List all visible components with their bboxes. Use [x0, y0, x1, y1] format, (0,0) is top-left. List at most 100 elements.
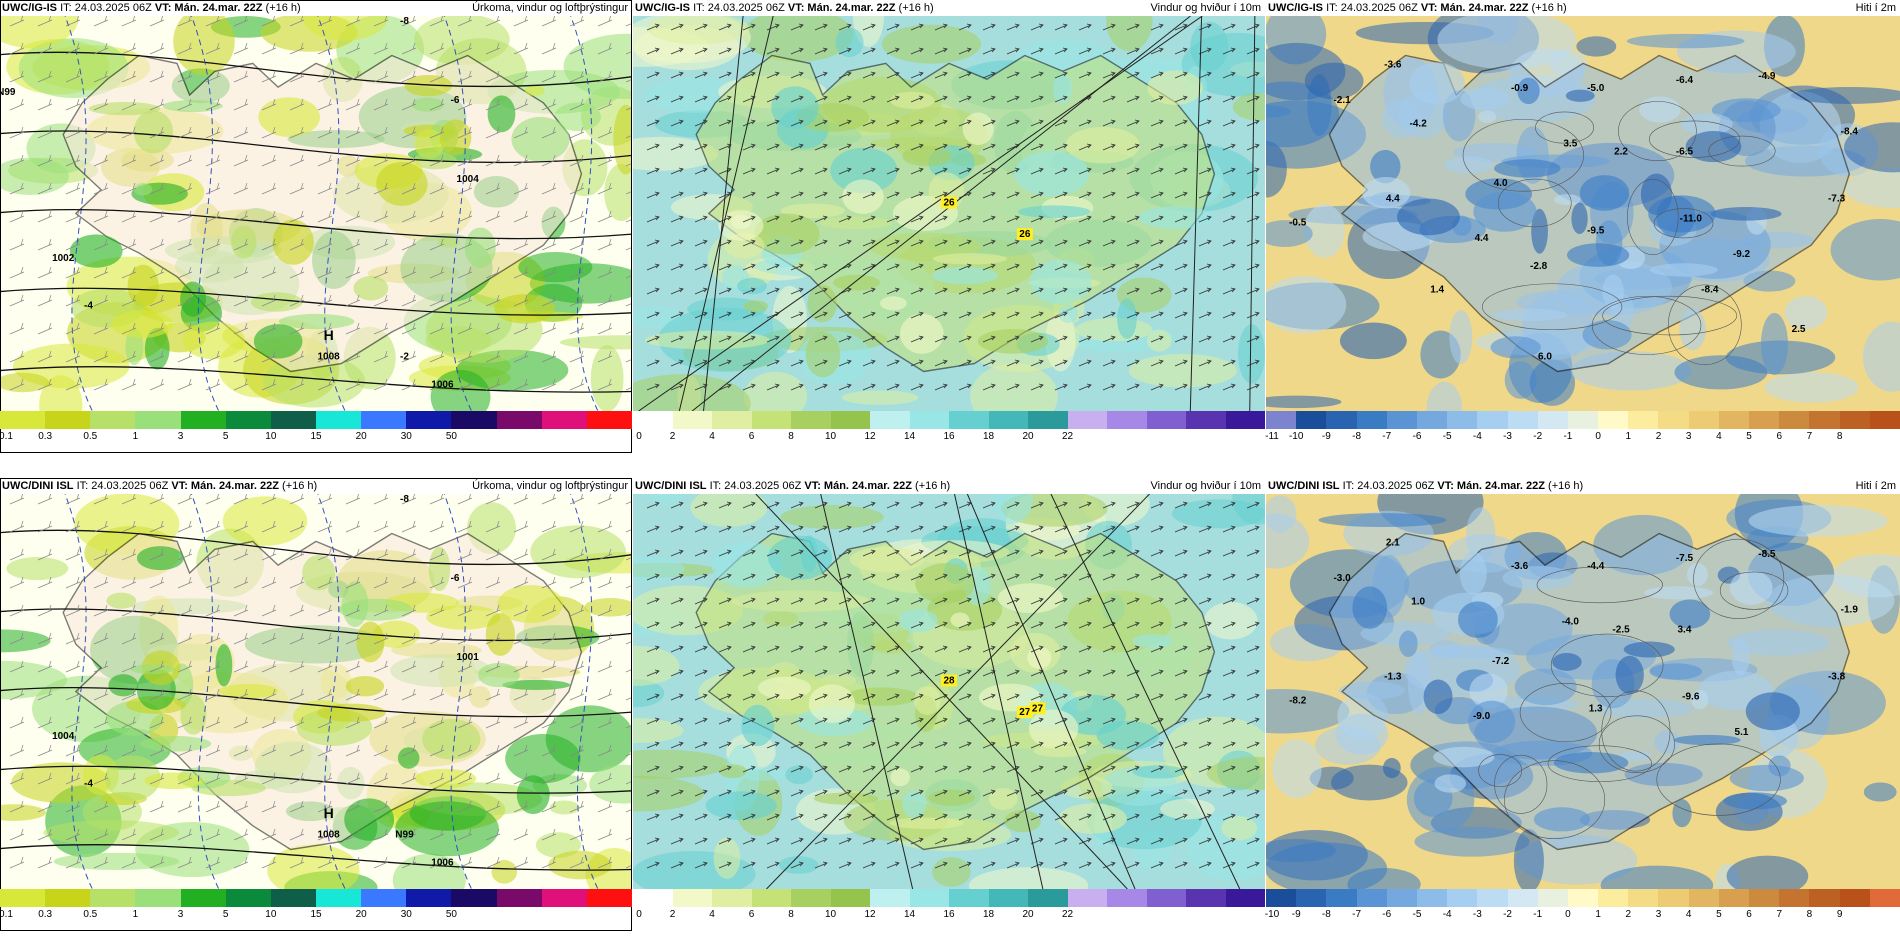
colorbar-tick-label: 1 — [1625, 431, 1632, 442]
colorbar-tick-label: -5 — [1412, 909, 1422, 920]
colorbar-tick-label: 0 — [1565, 909, 1571, 920]
colorbar-tick-label: 5 — [1716, 909, 1722, 920]
colorbar-tick-label: 18 — [982, 909, 995, 920]
colorbar-swatch — [1477, 411, 1508, 429]
run-info: UWC/DINI ISL IT: 24.03.2025 06Z VT: Mán.… — [1268, 478, 1583, 494]
colorbar-swatch — [1507, 411, 1538, 429]
colorbar-swatch — [1537, 889, 1568, 907]
colorbar-swatch — [451, 411, 497, 429]
model-name: UWC/IG-IS — [2, 2, 57, 14]
colorbar-tick-label: -8 — [1321, 909, 1331, 920]
colorbar-swatch — [1718, 889, 1749, 907]
colorbar-swatch — [1688, 889, 1719, 907]
temperature-label: 1.3 — [1589, 703, 1603, 714]
colorbar-tick-label: 4 — [709, 431, 715, 442]
colorbar — [0, 411, 632, 429]
colorbar-swatch — [1028, 889, 1068, 907]
colorbar-tick-label: 7 — [1776, 909, 1783, 920]
isobar-label: -8 — [400, 494, 409, 505]
colorbar-swatch — [180, 411, 226, 429]
panel-header: UWC/DINI ISL IT: 24.03.2025 06Z VT: Mán.… — [0, 478, 632, 494]
lead-time: (+16 h) — [898, 2, 934, 14]
colorbar-ticks: 0 2 4 6 8 10 12 14 16 18 20 22 — [633, 431, 1265, 443]
colorbar-swatch — [870, 889, 910, 907]
colorbar-tick-label: -2 — [1503, 909, 1512, 920]
colorbar-swatch — [451, 889, 497, 907]
colorbar — [1266, 889, 1900, 907]
panel-title: Hiti í 2m — [1855, 2, 1896, 14]
colorbar-swatch — [586, 411, 632, 429]
colorbar-tick-label: -11 — [1265, 431, 1279, 442]
temperature-label: 4.4 — [1386, 194, 1400, 205]
colorbar-swatch — [1356, 889, 1387, 907]
colorbar-swatch — [496, 889, 542, 907]
colorbar-swatch — [1186, 889, 1226, 907]
colorbar-tick-label: -2 — [1533, 431, 1543, 442]
colorbar-swatch — [1067, 411, 1107, 429]
colorbar-swatch — [1567, 889, 1599, 907]
colorbar-tick-label: 10 — [265, 431, 277, 442]
colorbar — [633, 411, 1265, 429]
colorbar-tick-label: 0.1 — [0, 909, 13, 920]
temperature-label: -0.9 — [1511, 83, 1529, 94]
colorbar-swatch — [1839, 411, 1870, 429]
temperature-label: 2.2 — [1614, 146, 1628, 157]
temperature-label: -7.5 — [1676, 553, 1694, 564]
init-time: IT: 24.03.2025 06Z — [76, 480, 169, 492]
colorbar-tick-label: 20 — [355, 909, 367, 920]
colorbar-tick-label: 6 — [1746, 909, 1752, 920]
colorbar-tick-label: 0.5 — [83, 431, 98, 442]
temperature-label: -3.8 — [1828, 672, 1846, 683]
colorbar-swatch — [1447, 889, 1478, 907]
colorbar-tick-label: 18 — [982, 431, 995, 442]
colorbar — [633, 889, 1265, 907]
colorbar-tick-label: 20 — [1022, 909, 1034, 920]
colorbar-swatch — [1266, 889, 1297, 907]
temperature-label: 1.0 — [1411, 597, 1425, 608]
colorbar-tick-label: 14 — [903, 909, 916, 920]
colorbar-tick-label: -4 — [1442, 909, 1452, 920]
colorbar-swatch — [1749, 889, 1780, 907]
colorbar-tick-label: -10 — [1264, 909, 1280, 920]
colorbar-tick-label: -9 — [1291, 909, 1301, 920]
isobar-label: H — [324, 327, 334, 343]
run-info: UWC/IG-IS IT: 24.03.2025 06Z VT: Mán. 24… — [1268, 0, 1567, 16]
colorbar-swatch — [406, 411, 452, 429]
precip-map: H 1008 1001 1004 1006 -8 -6 -4 N99 — [0, 494, 632, 889]
colorbar-swatch — [270, 889, 316, 907]
isobar-label: 1008 — [318, 352, 341, 363]
colorbar-tick-label: 0.3 — [38, 909, 53, 920]
isobar-label: -6 — [451, 573, 460, 584]
colorbar-ticks: 0.1 0.3 0.5 1 3 5 10 15 20 30 50 — [0, 909, 632, 921]
temperature-label: -3.0 — [1333, 573, 1351, 584]
valid-time: VT: Mán. 24.mar. 22Z — [1437, 480, 1545, 492]
isobar-label: 1001 — [457, 652, 480, 663]
colorbar-tick-label: 1 — [132, 431, 139, 442]
temperature-label: -1.3 — [1384, 672, 1402, 683]
init-time: IT: 24.03.2025 06Z — [60, 2, 152, 14]
colorbar-tick-label: 10 — [824, 431, 837, 442]
colorbar-tick-label: -3 — [1503, 431, 1512, 442]
colorbar-swatch — [180, 889, 226, 907]
init-time: IT: 24.03.2025 06Z — [693, 2, 785, 14]
colorbar-swatch — [1386, 889, 1417, 907]
colorbar-tick-label: 50 — [445, 909, 457, 920]
valid-time: VT: Mán. 24.mar. 22Z — [1420, 2, 1529, 14]
colorbar-swatch — [135, 889, 181, 907]
temperature-label: -8.2 — [1289, 695, 1307, 706]
colorbar-swatch — [1416, 889, 1448, 907]
colorbar-tick-label: 8 — [788, 909, 794, 920]
colorbar-swatch — [1296, 889, 1327, 907]
colorbar-swatch — [1869, 889, 1900, 907]
temperature-label: -8.4 — [1701, 285, 1719, 296]
colorbar-swatch — [0, 411, 46, 429]
isobar-label: 1002 — [52, 253, 75, 264]
colorbar-swatch — [1839, 889, 1870, 907]
colorbar-swatch — [270, 411, 316, 429]
temperature-label: -8.5 — [1758, 549, 1776, 560]
model-name: UWC/IG-IS — [1268, 2, 1323, 14]
precip-map: H 1008 1004 1002 1006 -8 -6 -4 -2 N99 — [0, 16, 632, 411]
temperature-label: -5.0 — [1587, 83, 1605, 94]
colorbar-tick-label: 6 — [748, 431, 755, 442]
colorbar-swatch — [45, 889, 91, 907]
